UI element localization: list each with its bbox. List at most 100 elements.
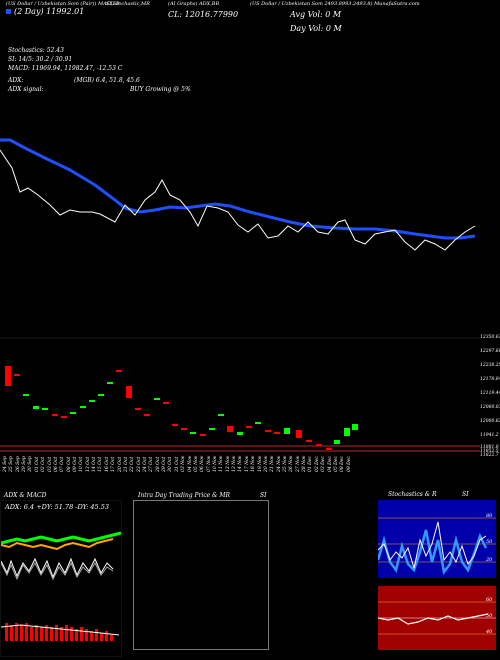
candle xyxy=(274,432,280,434)
moving-average-line xyxy=(0,138,476,240)
left-tag-3: (AI Graphs) ADX,BB xyxy=(168,1,220,7)
date-axis-label: 22 Oct xyxy=(130,456,136,472)
candle xyxy=(284,428,290,434)
adx-signal-label: ADX signal: xyxy=(8,86,44,93)
si-level-60: 60 xyxy=(486,597,493,603)
date-axis-label: 17 Oct xyxy=(111,456,117,472)
stochastics-si-label: SI xyxy=(462,491,469,498)
adx-label: ADX: xyxy=(8,77,24,84)
candle xyxy=(14,374,20,376)
date-axis-label: 21 Oct xyxy=(123,456,129,472)
stochastics-readout: Stochastics: 52.43 xyxy=(8,47,64,54)
date-axis-label: 02 Dec xyxy=(314,456,320,472)
stoch-level-50: 50 xyxy=(486,539,493,545)
date-axis-label: 07 Oct xyxy=(60,456,66,472)
close-label: CL: 12016.77990 xyxy=(168,10,239,19)
date-axis-label: 13 Oct xyxy=(85,456,91,472)
candle xyxy=(237,432,243,435)
date-axis-label: 10 Oct xyxy=(79,456,85,472)
candle xyxy=(316,444,322,446)
candle xyxy=(144,414,150,416)
candle xyxy=(163,402,169,404)
date-axis-label: 31 Oct xyxy=(174,456,180,472)
candle xyxy=(265,430,271,432)
candle xyxy=(23,394,29,396)
candle xyxy=(107,382,113,384)
intraday-title: Intra Day Trading Price & MR xyxy=(138,492,231,499)
adx-readout: ADX: 6.4 +DY: 51.78 -DY: 45.53 xyxy=(5,503,110,511)
adx-macd-graph xyxy=(1,531,121,656)
candle xyxy=(334,440,340,444)
date-axis-label: 04 Nov xyxy=(187,455,193,472)
candle xyxy=(255,422,261,424)
day-volume-label: Day Vol: 0 M xyxy=(290,24,342,33)
candle xyxy=(70,412,76,414)
date-axis-label: 21 Nov xyxy=(270,455,276,472)
left-tag-2: SI,Stochastic,MR xyxy=(106,1,150,7)
date-axis-label: 15 Oct xyxy=(98,456,104,472)
candle xyxy=(80,406,86,408)
date-axis-label: 14 Nov xyxy=(238,455,244,472)
date-axis-label: 08 Dec xyxy=(340,456,346,472)
date-axis-label: 16 Oct xyxy=(104,456,110,472)
candle xyxy=(126,386,132,398)
date-axis-label: 08 Oct xyxy=(66,456,72,472)
date-axis-label: 12 Nov xyxy=(225,455,231,472)
date-axis-label: 01 Dec xyxy=(308,456,314,472)
date-axis-label: 06 Nov xyxy=(200,455,206,472)
date-axis: 24 Sep 25 Sep 26 Sep 29 Sep 30 Sep 01 Oct 02 O… xyxy=(0,455,360,482)
candle xyxy=(52,414,58,416)
date-axis-label: 13 Nov xyxy=(232,455,238,472)
date-axis-label: 27 Oct xyxy=(149,456,155,472)
price-axis-label: 11941.2 xyxy=(480,433,499,438)
date-axis-label: 09 Oct xyxy=(73,456,78,472)
adx-macd-title: ADX & MACD xyxy=(4,492,47,499)
candle xyxy=(246,426,252,428)
price-axis-label: 12350.61 xyxy=(480,335,500,340)
adx-macd-panel: ADX & MACD ADX: 6.4 +DY: 51.78 -DY: 45.5… xyxy=(0,493,122,657)
price-line xyxy=(0,149,476,251)
candle xyxy=(227,426,233,432)
candle xyxy=(218,414,224,416)
price-axis-label: 12000.62 xyxy=(480,419,500,424)
candle xyxy=(181,428,187,430)
date-axis-label: 10 Nov xyxy=(213,455,218,472)
date-axis-label: 04 Dec xyxy=(327,456,333,472)
si-level-50: 50 xyxy=(486,613,493,619)
date-axis-label: 18 Nov xyxy=(251,455,257,472)
date-axis-label: 05 Nov xyxy=(193,455,199,472)
date-axis-label: 29 Oct xyxy=(162,456,168,472)
date-axis-label: 24 Sep xyxy=(3,456,8,472)
date-axis-label: 09 Dec xyxy=(346,456,352,472)
candle xyxy=(172,424,178,426)
series-swatch xyxy=(6,9,11,14)
left-tag: (US Dollar / Uzbekistan Som (Pair)) MACD… xyxy=(6,1,120,7)
candle xyxy=(154,398,160,400)
date-axis-label: 07 Nov xyxy=(206,455,212,472)
price-axis-label: 11822.7 xyxy=(480,453,499,458)
candle xyxy=(200,434,206,436)
stochastics-graph xyxy=(378,500,496,650)
price-axis-label: 12238.25 xyxy=(480,363,500,368)
candle xyxy=(326,448,332,450)
date-axis-label: 24 Nov xyxy=(276,455,282,472)
date-axis-label: 28 Nov xyxy=(302,455,308,472)
intraday-panel: Intra Day Trading Price & MR SI xyxy=(133,493,269,650)
candlesticks xyxy=(5,366,358,450)
candle xyxy=(296,430,302,438)
stoch-level-20: 20 xyxy=(486,557,493,563)
date-axis-label: 03 Dec xyxy=(321,456,327,472)
date-axis-label: 26 Nov xyxy=(289,455,295,472)
avg-volume-label: Avg Vol: 0 M xyxy=(290,10,342,19)
price-axis-label: 12119.44 xyxy=(480,391,500,396)
date-axis-label: 25 Nov xyxy=(283,455,288,472)
date-axis-label: 01 Oct xyxy=(34,456,40,472)
date-axis-label: 06 Oct xyxy=(53,456,59,472)
candle xyxy=(61,416,67,418)
price-gridlines xyxy=(0,337,480,452)
date-axis-label: 27 Nov xyxy=(295,455,301,472)
stochastics-panel: Stochastics & R SI 80 50 20 60 50 40 xyxy=(378,492,496,655)
candle xyxy=(209,428,215,430)
candle xyxy=(135,408,141,410)
